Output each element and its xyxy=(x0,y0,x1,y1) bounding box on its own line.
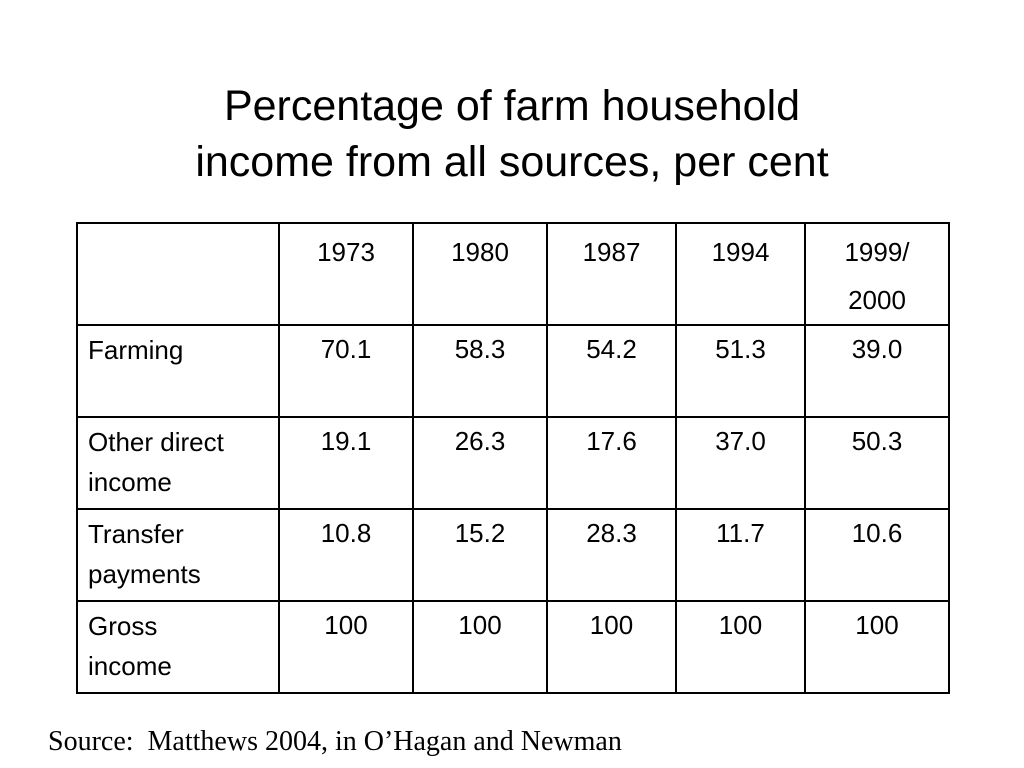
table-cell: 100 xyxy=(412,600,548,694)
row-label: Farming xyxy=(76,324,280,418)
table-cell: 50.3 xyxy=(804,416,950,510)
header-corner-cell xyxy=(76,222,280,326)
table-row-farming: Farming 70.1 58.3 54.2 51.3 39.0 xyxy=(76,324,950,418)
table-cell: 100 xyxy=(675,600,806,694)
table-cell: 19.1 xyxy=(278,416,414,510)
table-cell: 17.6 xyxy=(546,416,677,510)
source-citation: Source: Matthews 2004, in O’Hagan and Ne… xyxy=(48,726,622,757)
income-table: 1973 1980 1987 1994 1999/ 2000 Farming 7… xyxy=(76,222,950,694)
table-cell: 39.0 xyxy=(804,324,950,418)
row-label: Other direct income xyxy=(76,416,280,510)
table-cell: 26.3 xyxy=(412,416,548,510)
table-row-transfer-payments: Transfer payments 10.8 15.2 28.3 11.7 10… xyxy=(76,508,950,602)
header-year-1999-2000: 1999/ 2000 xyxy=(804,222,950,326)
table-row-gross-income: Gross income 100 100 100 100 100 xyxy=(76,600,950,694)
table-cell: 37.0 xyxy=(675,416,806,510)
table-cell: 28.3 xyxy=(546,508,677,602)
table-cell: 100 xyxy=(546,600,677,694)
header-year-1994: 1994 xyxy=(675,222,806,326)
table-cell: 15.2 xyxy=(412,508,548,602)
row-label: Transfer payments xyxy=(76,508,280,602)
table-cell: 100 xyxy=(804,600,950,694)
table-row-other-direct-income: Other direct income 19.1 26.3 17.6 37.0 … xyxy=(76,416,950,510)
header-year-1973: 1973 xyxy=(278,222,414,326)
table-cell: 10.8 xyxy=(278,508,414,602)
table-cell: 11.7 xyxy=(675,508,806,602)
header-year-1980: 1980 xyxy=(412,222,548,326)
table-header-row: 1973 1980 1987 1994 1999/ 2000 xyxy=(76,222,950,326)
slide-title: Percentage of farm household income from… xyxy=(0,78,1024,190)
table-cell: 58.3 xyxy=(412,324,548,418)
table-cell: 51.3 xyxy=(675,324,806,418)
table-cell: 100 xyxy=(278,600,414,694)
table-cell: 54.2 xyxy=(546,324,677,418)
slide-title-line-1: Percentage of farm household xyxy=(223,82,801,130)
header-year-1987: 1987 xyxy=(546,222,677,326)
table-cell: 70.1 xyxy=(278,324,414,418)
slide-title-line-2: income from all sources, per cent xyxy=(195,138,829,186)
row-label: Gross income xyxy=(76,600,280,694)
table-cell: 10.6 xyxy=(804,508,950,602)
